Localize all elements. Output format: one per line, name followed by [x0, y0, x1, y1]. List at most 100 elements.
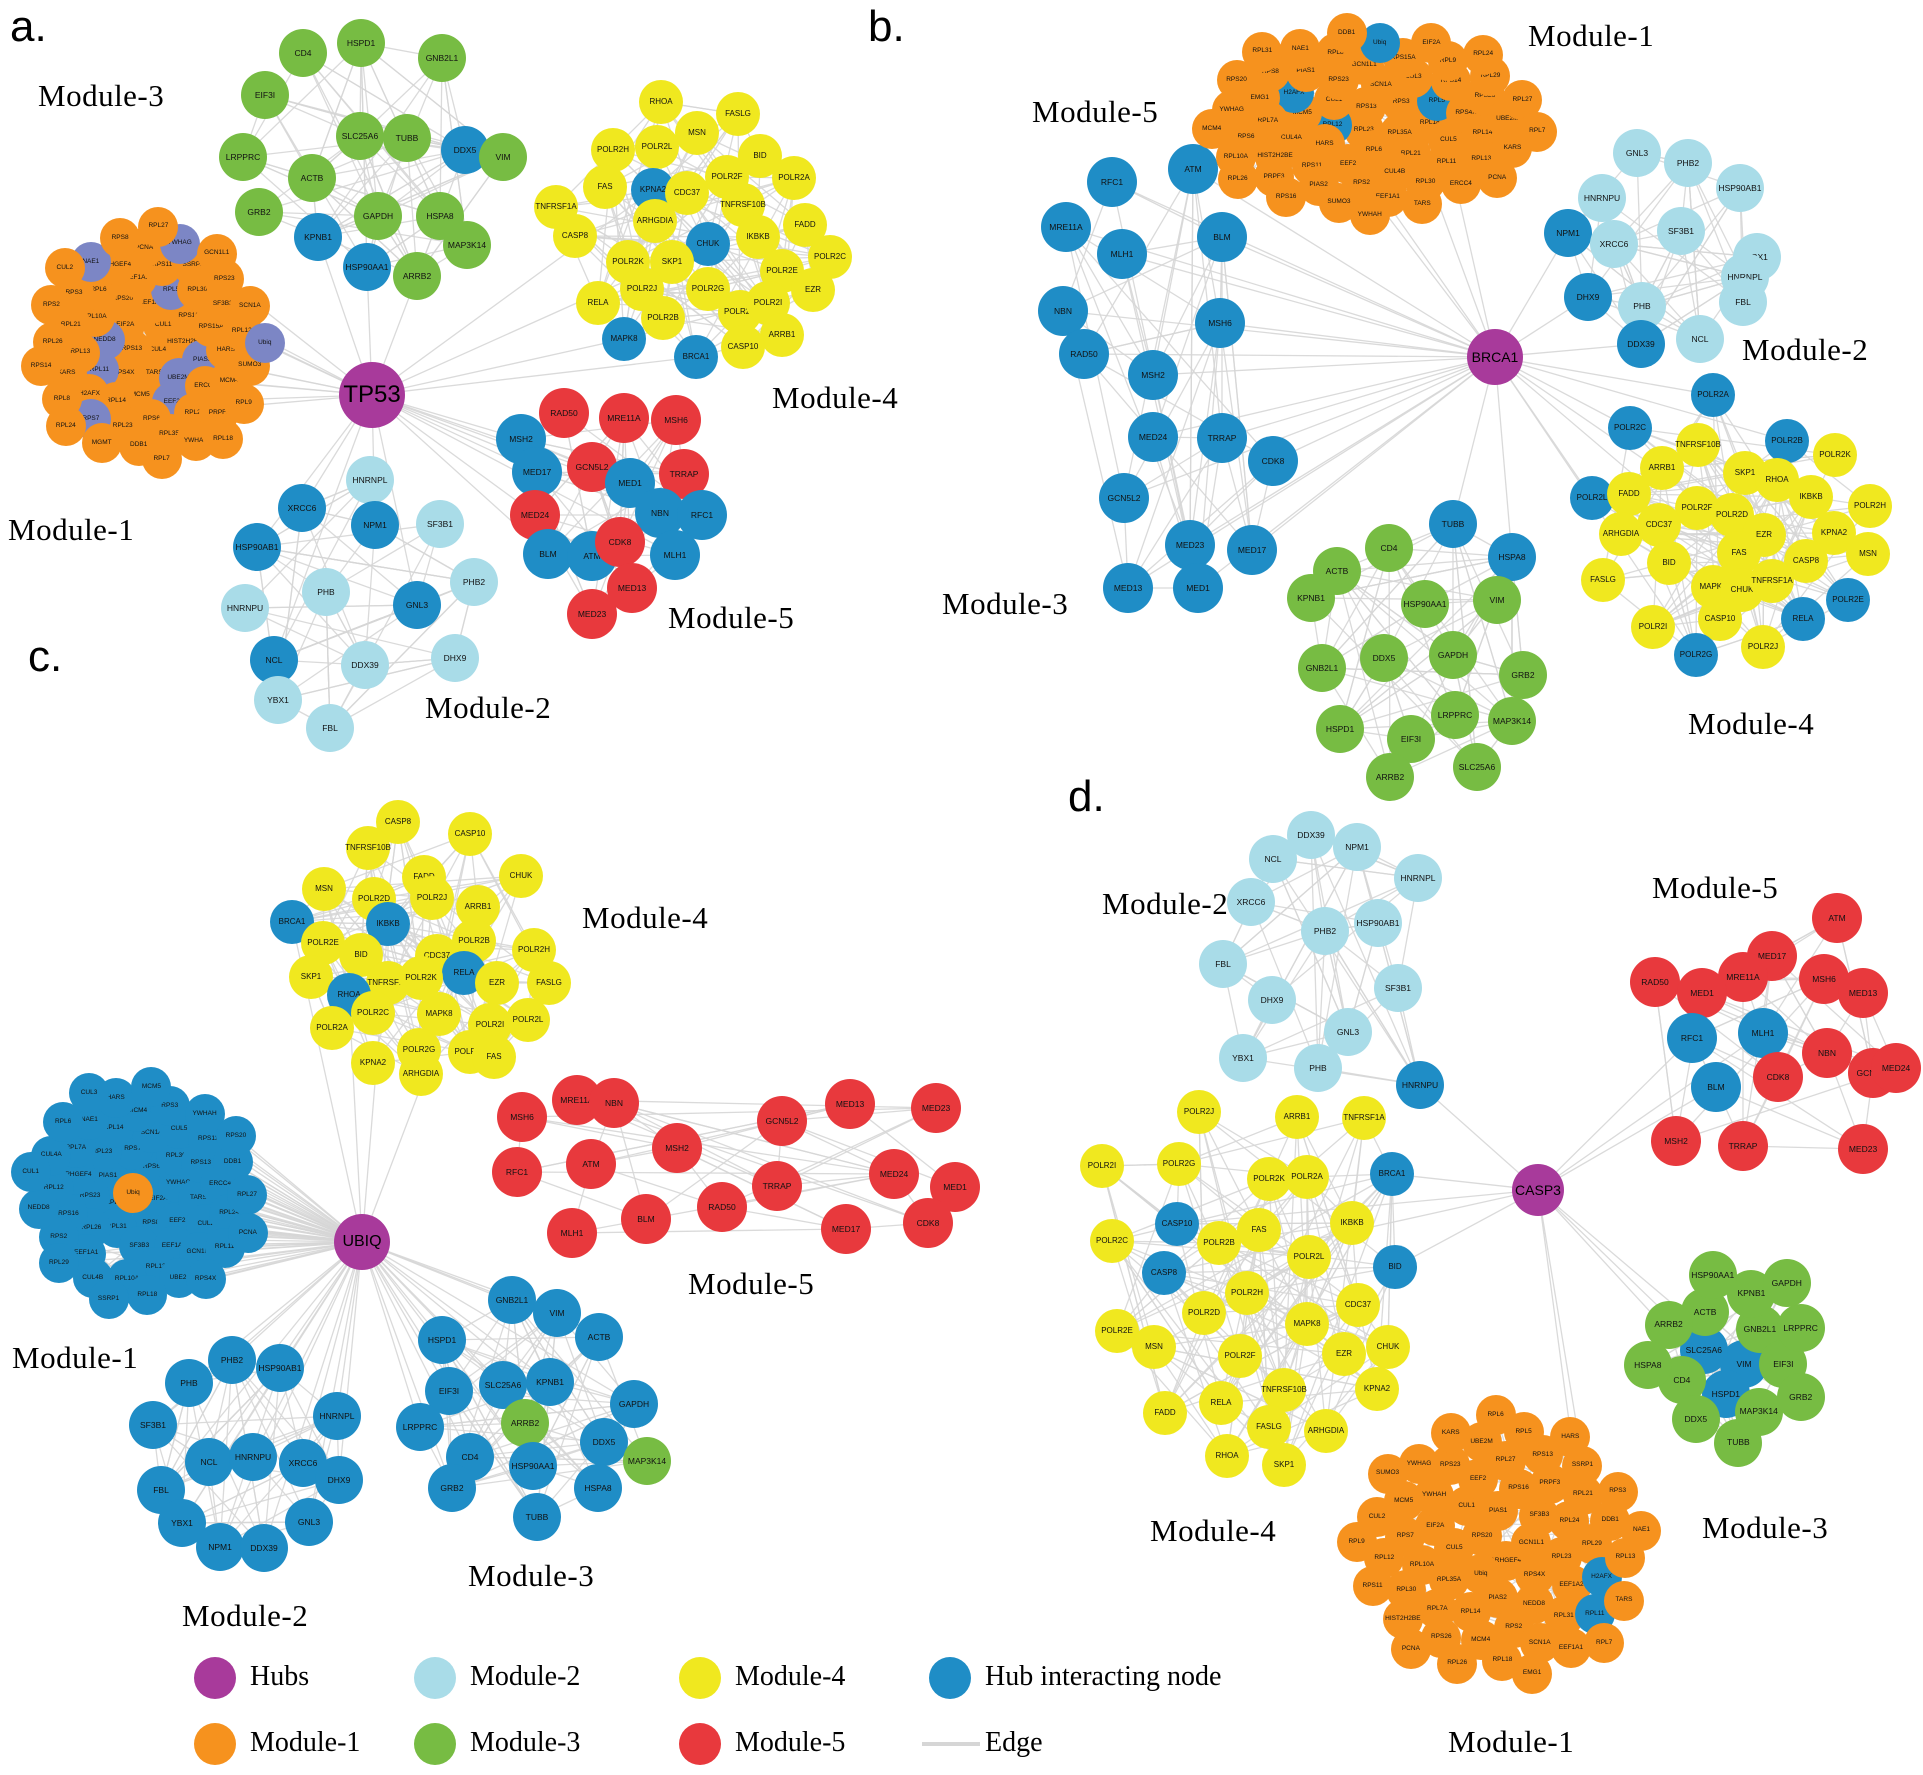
node-POLR2B[interactable]: POLR2B: [1197, 1221, 1241, 1265]
node-BLM[interactable]: BLM: [621, 1194, 671, 1244]
node-HSP90AB1[interactable]: HSP90AB1: [1354, 899, 1402, 947]
node-SSRP1[interactable]: SSRP1: [88, 1279, 129, 1320]
node-POLR2J[interactable]: POLR2J: [1741, 625, 1785, 669]
node-RFC1[interactable]: RFC1: [492, 1147, 542, 1197]
node-MAP3K14[interactable]: MAP3K14: [623, 1437, 671, 1485]
node-POLR2H[interactable]: POLR2H: [591, 128, 635, 172]
node-YBX1[interactable]: YBX1: [254, 676, 302, 724]
node-MAP3K14[interactable]: MAP3K14: [443, 221, 491, 269]
node-RAD50[interactable]: RAD50: [1059, 329, 1109, 379]
node-ATM[interactable]: ATM: [1168, 144, 1218, 194]
node-EIF3I[interactable]: EIF3I: [241, 71, 289, 119]
node-EMG1[interactable]: EMG1: [1512, 1653, 1553, 1694]
node-VIM[interactable]: VIM: [1473, 576, 1521, 624]
node-HSP90AA1[interactable]: HSP90AA1: [343, 243, 391, 291]
node-HSP90AA1[interactable]: HSP90AA1: [509, 1442, 557, 1490]
node-RPS4X[interactable]: RPS4X: [185, 1259, 226, 1300]
node-GNB2L1[interactable]: GNB2L1: [418, 34, 466, 82]
node-DDX5[interactable]: DDX5: [580, 1418, 628, 1466]
node-NPM1[interactable]: NPM1: [1333, 823, 1381, 871]
node-TUBB[interactable]: TUBB: [1429, 500, 1477, 548]
node-BRCA1[interactable]: BRCA1: [1370, 1152, 1414, 1196]
node-TUBB[interactable]: TUBB: [1714, 1418, 1763, 1467]
node-DHX9[interactable]: DHX9: [431, 634, 479, 682]
node-DDB1[interactable]: DDB1: [1326, 12, 1367, 53]
node-POLR2C[interactable]: POLR2C: [1608, 406, 1652, 450]
node-HSP90AB1[interactable]: HSP90AB1: [256, 1344, 304, 1392]
node-ATM[interactable]: ATM: [1812, 893, 1862, 943]
node-CUL1[interactable]: CUL1: [10, 1152, 51, 1193]
node-CHUK[interactable]: CHUK: [499, 854, 543, 898]
node-RAD50[interactable]: RAD50: [697, 1182, 747, 1232]
node-MSH6[interactable]: MSH6: [1195, 298, 1245, 348]
node-MLH1[interactable]: MLH1: [1097, 229, 1147, 279]
node-TNFRSF10B[interactable]: TNFRSF10B: [1675, 423, 1721, 467]
node-RPS2[interactable]: RPS2: [31, 285, 72, 326]
node-RPL18[interactable]: RPL18: [203, 418, 243, 459]
node-KPNA2[interactable]: KPNA2: [351, 1041, 395, 1085]
node-FBL[interactable]: FBL: [1719, 278, 1767, 326]
node-TNFRSF1A[interactable]: TNFRSF1A: [1750, 559, 1794, 603]
node-KPNB1[interactable]: KPNB1: [294, 213, 342, 261]
node-LRPPRC[interactable]: LRPPRC: [396, 1403, 444, 1451]
node-TRRAP[interactable]: TRRAP: [752, 1161, 802, 1211]
node-GRB2[interactable]: GRB2: [428, 1464, 476, 1512]
node-ACTB[interactable]: ACTB: [575, 1313, 623, 1361]
node-RPS3[interactable]: RPS3: [1597, 1471, 1638, 1512]
node-SF3B1[interactable]: SF3B1: [129, 1401, 177, 1449]
node-MED24[interactable]: MED24: [1128, 412, 1178, 462]
node-MED24[interactable]: MED24: [869, 1149, 919, 1199]
node-POLR2E[interactable]: POLR2E: [1095, 1309, 1139, 1353]
node-NBN[interactable]: NBN: [589, 1078, 639, 1128]
node-TUBB[interactable]: TUBB: [513, 1493, 561, 1541]
node-POLR2G[interactable]: POLR2G: [1157, 1142, 1201, 1186]
node-POLR2J[interactable]: POLR2J: [1177, 1090, 1221, 1134]
node-SF3B1[interactable]: SF3B1: [1374, 964, 1422, 1012]
node-PHB[interactable]: PHB: [1294, 1044, 1342, 1092]
node-GAPDH[interactable]: GAPDH: [1762, 1258, 1811, 1307]
node-NPM1[interactable]: NPM1: [351, 501, 399, 549]
node-EZR[interactable]: EZR: [791, 268, 835, 312]
node-PHB2[interactable]: PHB2: [208, 1336, 256, 1384]
node-POLR2B[interactable]: POLR2B: [1765, 419, 1809, 463]
node-RFC1[interactable]: RFC1: [1087, 157, 1137, 207]
node-NBN[interactable]: NBN: [1802, 1028, 1852, 1078]
node-TRRAP[interactable]: TRRAP: [1718, 1121, 1768, 1171]
node-POLR2H[interactable]: POLR2H: [1848, 484, 1892, 528]
node-ERCC4[interactable]: ERCC4: [1440, 163, 1481, 204]
node-CDK8[interactable]: CDK8: [903, 1198, 953, 1248]
node-RPL26[interactable]: RPL26: [1437, 1643, 1478, 1684]
node-GRB2[interactable]: GRB2: [1776, 1373, 1825, 1422]
node-CD4[interactable]: CD4: [1365, 524, 1413, 572]
node-GCN5L2[interactable]: GCN5L2: [1099, 473, 1149, 523]
node-LRPPRC[interactable]: LRPPRC: [219, 133, 267, 181]
node-CASP8[interactable]: CASP8: [553, 214, 597, 258]
node-HNRNPU[interactable]: HNRNPU: [1578, 174, 1626, 222]
node-PHB[interactable]: PHB: [165, 1359, 213, 1407]
node-GCN1L1[interactable]: GCN1L1: [196, 233, 237, 274]
node-EIF2A[interactable]: EIF2A: [1411, 22, 1452, 63]
node-MSN[interactable]: MSN: [675, 111, 719, 155]
node-ACTB[interactable]: ACTB: [288, 154, 336, 202]
node-DHX9[interactable]: DHX9: [315, 1456, 363, 1504]
node-EZR[interactable]: EZR: [475, 961, 519, 1005]
node-DDX39[interactable]: DDX39: [240, 1524, 288, 1572]
node-POLR2A[interactable]: POLR2A: [772, 156, 816, 200]
node-DHX9[interactable]: DHX9: [1564, 273, 1612, 321]
node-POLR2J[interactable]: POLR2J: [410, 876, 454, 920]
node-RPS14[interactable]: RPS14: [21, 346, 62, 387]
node-POLR2L[interactable]: POLR2L: [1570, 476, 1614, 520]
node-RELA[interactable]: RELA: [1781, 597, 1825, 641]
node-RPL9[interactable]: RPL9: [223, 383, 264, 424]
node-SKP1[interactable]: SKP1: [289, 955, 333, 999]
node-GRB2[interactable]: GRB2: [1499, 651, 1547, 699]
node-POLR2E[interactable]: POLR2E: [1826, 578, 1870, 622]
node-RPL9[interactable]: RPL9: [1336, 1522, 1377, 1563]
node-BID[interactable]: BID: [1373, 1245, 1417, 1289]
node-CHUK[interactable]: CHUK: [1366, 1325, 1410, 1369]
node-POLR2I[interactable]: POLR2I: [1631, 605, 1675, 649]
node-POLR2D[interactable]: POLR2D: [1182, 1291, 1226, 1335]
node-POLR2A[interactable]: POLR2A: [1285, 1155, 1329, 1199]
node-FBL[interactable]: FBL: [306, 704, 354, 752]
node-HSPA8[interactable]: HSPA8: [1488, 533, 1536, 581]
